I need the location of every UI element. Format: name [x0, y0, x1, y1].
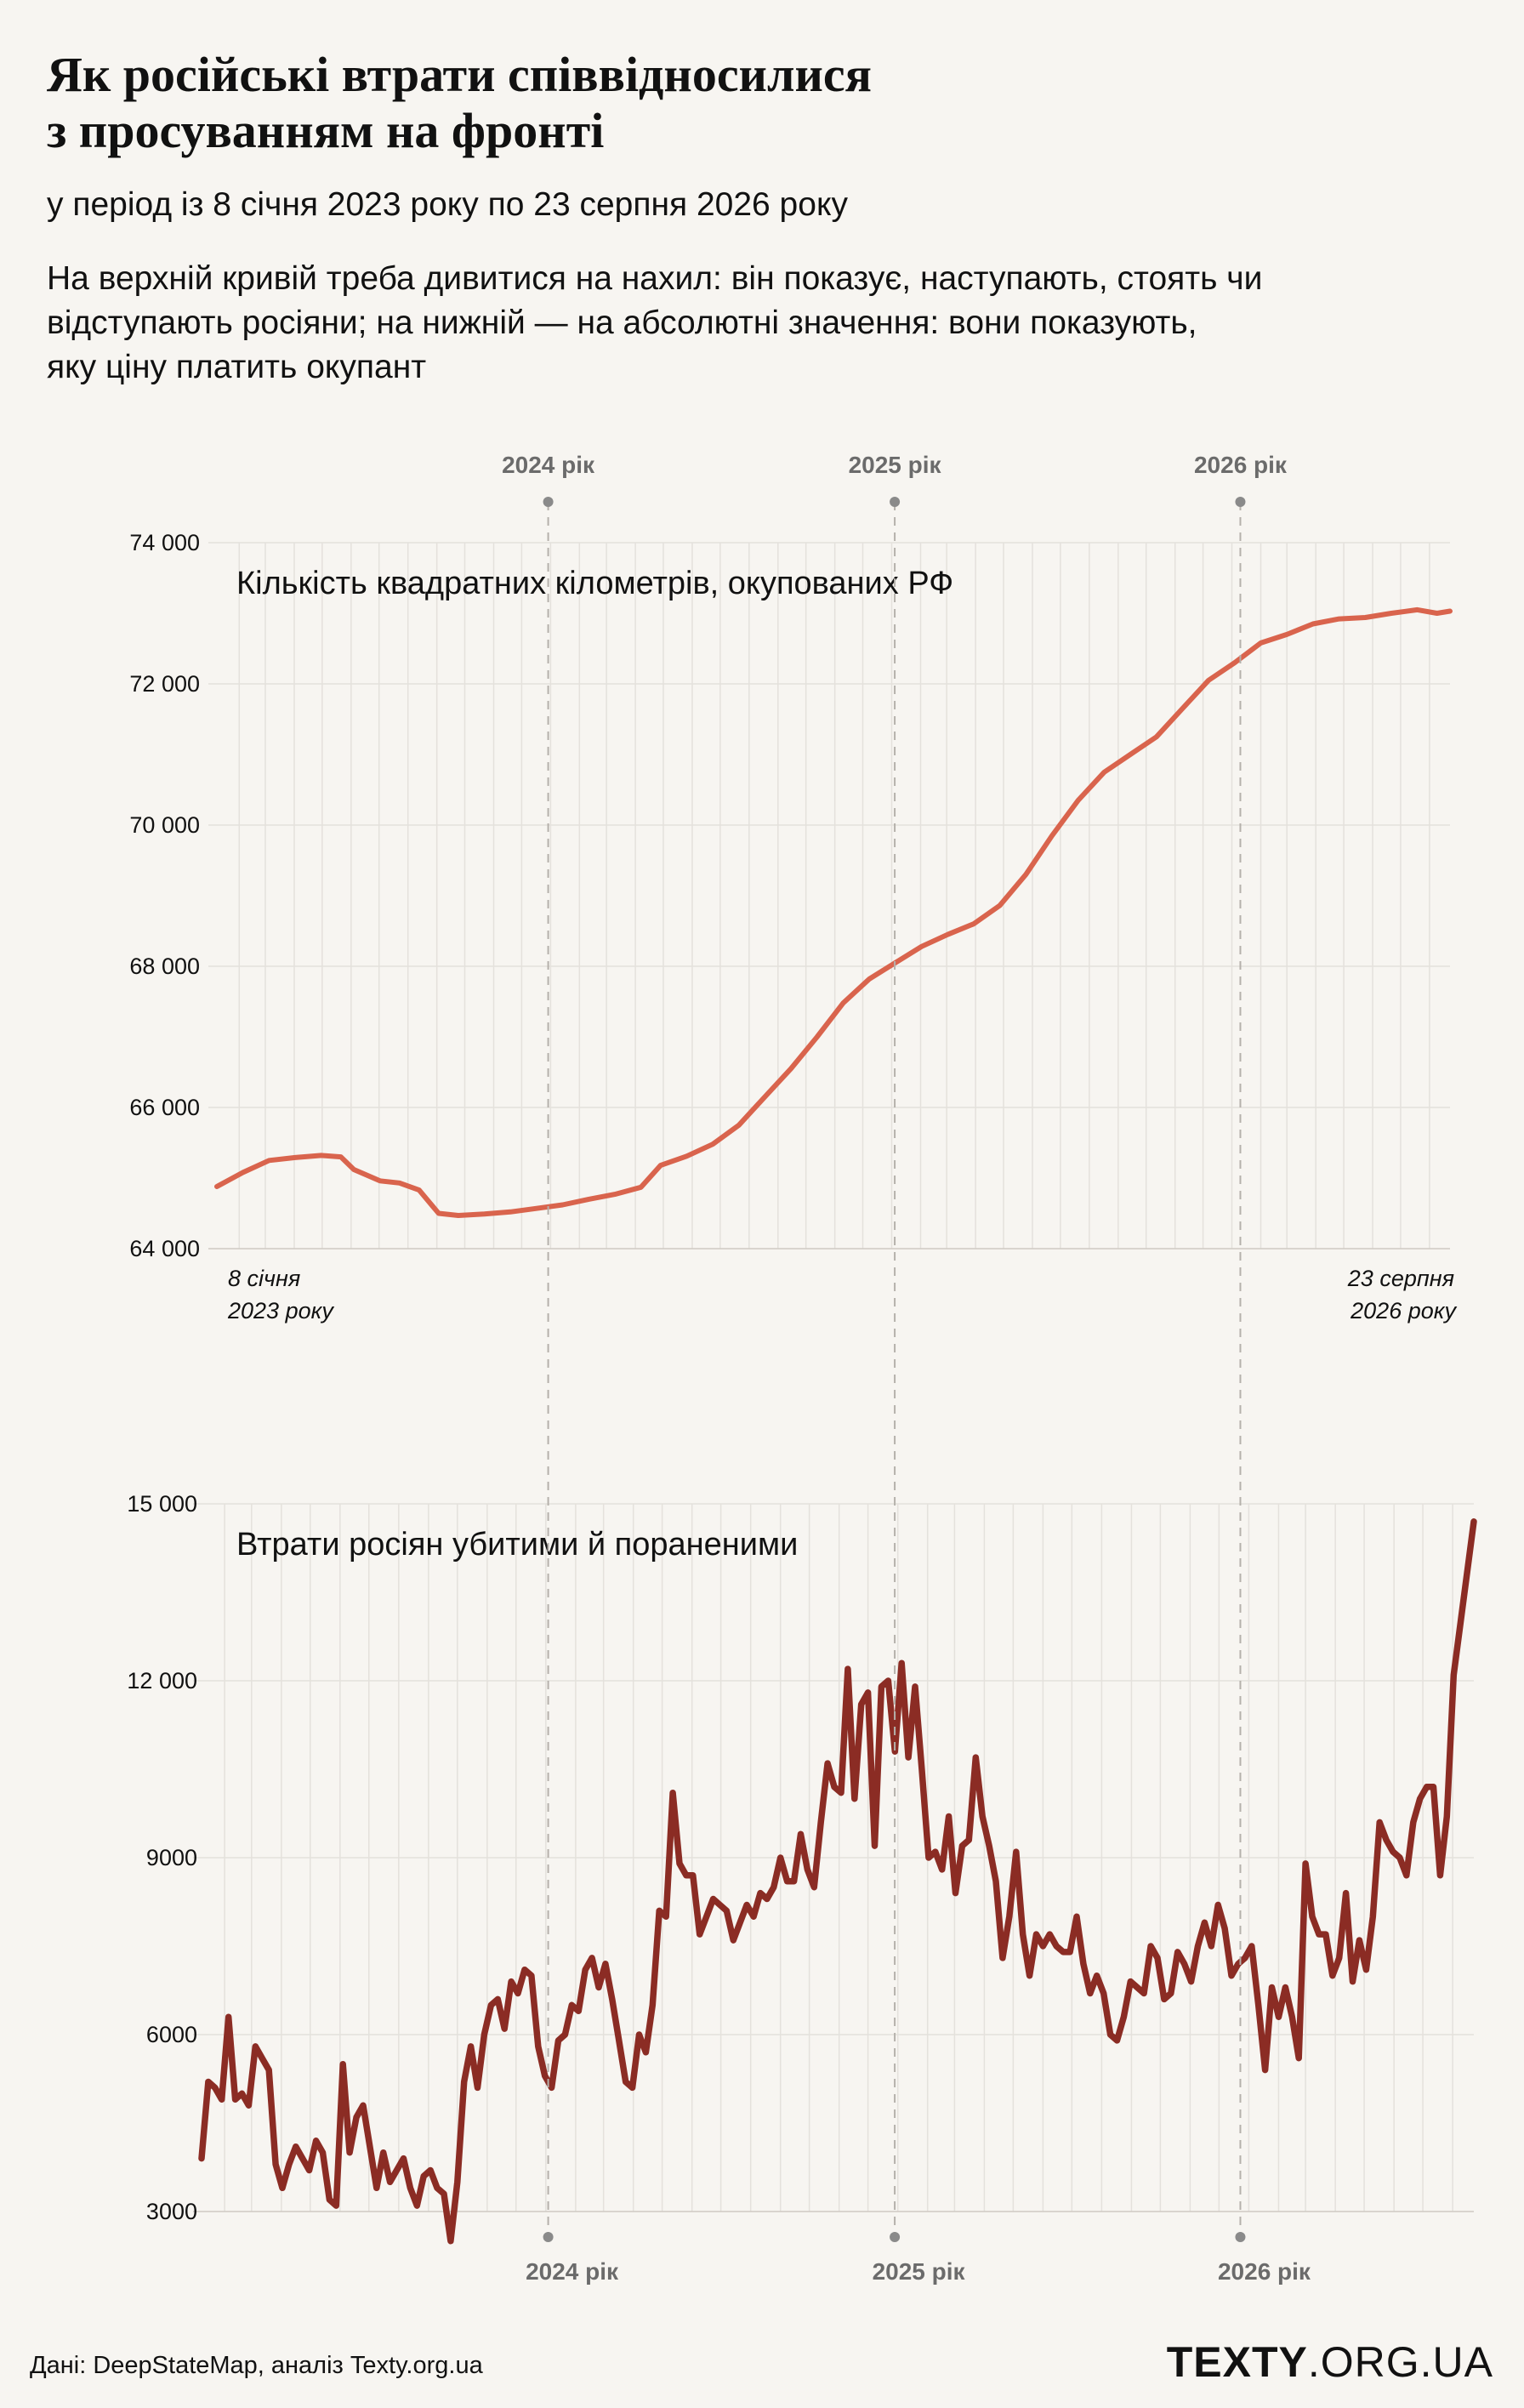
brand-logo: TEXTY.ORG.UA — [1167, 2337, 1493, 2387]
year-marker-dot-bottom — [1235, 2232, 1246, 2242]
start-date-label-line-2: 2023 року — [227, 1298, 334, 1324]
year-marker-dot-bottom — [543, 2232, 554, 2242]
year-marker-dot-top — [890, 497, 901, 507]
losses-y-tick-label: 9000 — [146, 1845, 197, 1870]
territory-y-tick-label: 64 000 — [129, 1236, 200, 1261]
losses-chart-title: Втрати росіян убитими й пораненими — [236, 1527, 798, 1563]
year-marker-dot-bottom — [890, 2232, 901, 2242]
year-marker-dot-top — [1235, 497, 1246, 507]
lead-line-3: яку ціну платить окупант — [47, 349, 427, 385]
brand-logo-bold: TEXTY — [1166, 2338, 1308, 2386]
year-marker-dot-top — [543, 497, 554, 507]
losses-y-tick-label: 12 000 — [127, 1668, 197, 1694]
losses-grid — [193, 1503, 1474, 2212]
territory-chart-title: Кількість квадратних кілометрів, окупова… — [236, 566, 953, 601]
year-marker-label-top: 2026 рік — [1194, 452, 1288, 478]
year-marker-label-bottom: 2026 рік — [1218, 2258, 1311, 2285]
brand-logo-domain: .ORG.UA — [1307, 2338, 1493, 2386]
losses-chart: 3000 6000 9000 12 000 15 000 Втрати росіян уб… — [127, 1491, 1477, 2245]
data-source: Дані: DeepStateMap, аналіз Texty.org.ua — [30, 2352, 483, 2379]
title-line-2: з просуванням на фронті — [47, 103, 605, 158]
territory-chart: 64 000 66 000 68 000 70 000 72 000 74 000 Кіль… — [129, 530, 1453, 1261]
reading-instructions: На верхній кривій треба дивитися на нахи… — [47, 257, 1442, 390]
year-marker-label-top: 2025 рік — [849, 452, 942, 478]
start-date-label-line-1: 8 січня — [228, 1266, 300, 1291]
year-marker-label-top: 2024 рік — [502, 452, 595, 478]
territory-grid — [208, 542, 1450, 1250]
end-date-label-line-2: 2026 року — [1350, 1298, 1457, 1324]
losses-y-tick-label: 15 000 — [127, 1491, 197, 1517]
title-line-1: Як російські втрати співвідносилися — [47, 47, 873, 102]
territory-series-line — [214, 606, 1453, 1218]
territory-y-tick-label: 66 000 — [129, 1095, 200, 1120]
page-title: Як російські втрати співвідносилися з пр… — [47, 47, 1407, 159]
losses-series-line — [198, 1518, 1477, 2245]
territory-y-tick-label: 74 000 — [129, 530, 200, 555]
lead-line-2: відступають росіяни; на нижній — на абсо… — [47, 305, 1197, 341]
territory-y-tick-label: 70 000 — [129, 812, 200, 838]
year-marker-label-bottom: 2024 рік — [526, 2258, 619, 2285]
territory-y-tick-label: 68 000 — [129, 954, 200, 979]
year-marker-label-bottom: 2025 рік — [873, 2258, 966, 2285]
losses-y-tick-label: 6000 — [146, 2022, 197, 2047]
end-date-label-line-1: 23 серпня — [1347, 1266, 1454, 1291]
losses-y-tick-label: 3000 — [146, 2199, 197, 2224]
lead-line-1: На верхній кривій треба дивитися на нахи… — [47, 260, 1263, 297]
page-subtitle: у період із 8 січня 2023 року по 23 серп… — [47, 186, 848, 223]
territory-y-tick-label: 72 000 — [129, 671, 200, 697]
